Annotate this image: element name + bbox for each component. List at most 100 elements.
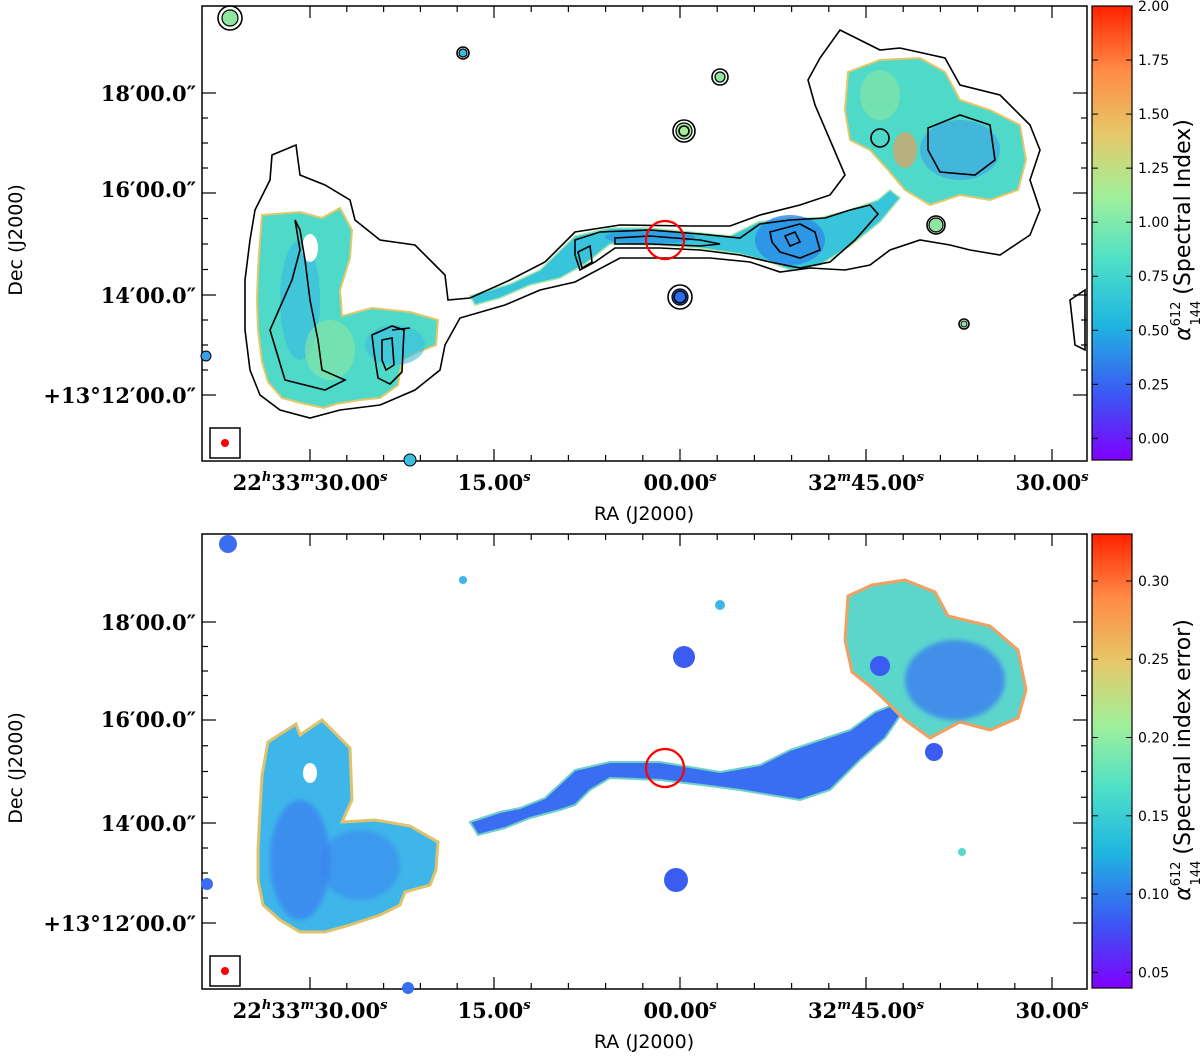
bottom-y-tick-label: 16′00.0″ <box>101 707 196 732</box>
colorbar-tick-label: 1.50 <box>1138 107 1169 123</box>
bottom-west-lobe-hole <box>303 763 317 783</box>
top-compact-source <box>221 9 239 27</box>
bottom-compact-source <box>201 878 213 890</box>
bottom-y-tick-label: 18′00.0″ <box>101 610 196 635</box>
bottom-host-circle <box>644 747 686 789</box>
bottom-compact-source <box>459 576 467 584</box>
top-contour-west-knot-inner <box>381 337 395 372</box>
bottom-x-tick-label: 32m45.00s <box>808 998 925 1023</box>
top-contours <box>217 5 1086 419</box>
colorbar-tick-label: 1.00 <box>1138 215 1169 231</box>
bottom-y-tick-labels: 18′00.0″ 16′00.0″ 14′00.0″ +13°12′00.0″ <box>43 610 196 936</box>
top-colorbar: 0.00 0.25 0.50 0.75 1.00 1.25 1.50 1.75 2.00 α61… <box>1091 0 1200 461</box>
bottom-compact-source <box>673 646 695 668</box>
bottom-beam-box <box>209 955 241 987</box>
top-contour-edge <box>1069 288 1086 352</box>
top-compact-source <box>200 350 212 362</box>
bottom-x-tick-label: 30.00s <box>1015 998 1089 1023</box>
bottom-jet <box>468 704 902 837</box>
bottom-compact-source <box>402 982 414 994</box>
top-contour-source <box>711 68 729 86</box>
colorbar-tick-label: 0.30 <box>1138 574 1169 590</box>
bottom-compact-source <box>958 848 966 856</box>
colorbar-tick-label: 0.50 <box>1138 323 1169 339</box>
top-east-lobe-patch-1 <box>920 120 1000 180</box>
top-compact-source <box>403 453 417 467</box>
top-y-tick-label: +13°12′00.0″ <box>43 383 196 408</box>
top-east-lobe-patch-3 <box>893 132 917 168</box>
colorbar-tick-label: 0.05 <box>1138 965 1169 981</box>
top-contour-source <box>673 290 687 304</box>
top-y-axis-title: Dec (J2000) <box>5 184 27 296</box>
colorbar-tick-label: 0.10 <box>1138 887 1169 903</box>
top-x-tick-labels: 22h33m30.00s 15.00s 00.00s 32m45.00s 30.… <box>233 470 1090 495</box>
bottom-x-tick-label: 15.00s <box>457 998 531 1023</box>
bottom-colorbar-gradient <box>1091 533 1133 989</box>
top-x-axis-title: RA (J2000) <box>594 503 694 525</box>
colorbar-tick-label: 1.25 <box>1138 161 1169 177</box>
top-contour-jet-1 <box>574 204 880 272</box>
top-contour-jet-3 <box>769 223 821 259</box>
bottom-east-lobe-core <box>905 640 1005 720</box>
top-west-lobe-hole <box>302 234 318 262</box>
top-contour-source <box>958 318 970 330</box>
top-contour-jet-5 <box>577 244 593 270</box>
top-compact-source <box>458 48 468 58</box>
top-west-lobe-patch-3 <box>305 320 355 380</box>
top-contour-jet-2 <box>614 235 721 247</box>
top-contour-source <box>672 119 696 143</box>
colorbar-tick-label: 1.75 <box>1138 53 1169 69</box>
bottom-compact-source <box>870 656 890 676</box>
bottom-compact-source <box>664 868 688 892</box>
top-compact-source <box>928 217 944 233</box>
top-colorbar-ticks: 0.00 0.25 0.50 0.75 1.00 1.25 1.50 1.75 2.00 <box>1092 0 1169 447</box>
top-y-tick-label: 18′00.0″ <box>101 81 196 106</box>
bottom-axis-ticks <box>202 534 1087 989</box>
bottom-compact-source <box>219 535 237 553</box>
top-contour-east-inner <box>927 114 996 176</box>
bottom-y-axis-title: Dec (J2000) <box>5 712 27 824</box>
colorbar-tick-label: 0.25 <box>1138 652 1169 668</box>
colorbar-tick-label: 0.15 <box>1138 809 1169 825</box>
top-east-lobe-patch-2 <box>860 70 900 120</box>
bottom-beam-marker <box>221 967 229 975</box>
top-y-tick-labels: 18′00.0″ 16′00.0″ 14′00.0″ +13°12′00.0″ <box>43 81 196 408</box>
top-west-lobe-patch-2 <box>365 325 425 365</box>
top-colorbar-title: α612 144(Spectral Index) <box>1169 119 1200 341</box>
bottom-colorbar: 0.05 0.10 0.15 0.20 0.25 0.30 α612 144(Spectra… <box>1091 533 1200 989</box>
top-contour-west-knot <box>371 325 405 385</box>
top-y-tick-label: 16′00.0″ <box>101 177 196 202</box>
bottom-error-map <box>201 535 1028 994</box>
top-axis-ticks <box>202 6 1087 461</box>
top-contour-source <box>667 284 693 310</box>
top-jet-inner <box>605 230 695 244</box>
top-x-tick-label: 00.00s <box>643 470 717 495</box>
top-host-circle <box>644 219 686 261</box>
top-contour-west-dash <box>391 327 411 331</box>
top-contour-source <box>217 5 243 31</box>
colorbar-tick-label: 0.25 <box>1138 377 1169 393</box>
bottom-x-tick-labels: 22h33m30.00s 15.00s 00.00s 32m45.00s 30.… <box>233 998 1090 1023</box>
top-x-tick-label: 22h33m30.00s <box>233 470 388 495</box>
top-y-tick-label: 14′00.0″ <box>101 283 196 308</box>
top-contour-jet-4 <box>783 230 802 248</box>
top-x-tick-label: 32m45.00s <box>808 470 925 495</box>
top-west-lobe-patch-1 <box>280 240 320 360</box>
colorbar-tick-label: 2.00 <box>1138 0 1169 15</box>
top-contour-source <box>870 128 890 148</box>
bottom-x-axis-title: RA (J2000) <box>594 1031 694 1053</box>
top-colorbar-gradient <box>1091 5 1133 461</box>
bottom-y-tick-label: +13°12′00.0″ <box>43 911 196 936</box>
bottom-west-lobe-core <box>320 830 400 900</box>
top-contour-outer <box>244 28 1041 419</box>
top-x-tick-label: 30.00s <box>1015 470 1089 495</box>
top-beam-box <box>209 427 241 459</box>
top-panel: 22h33m30.00s 15.00s 00.00s 32m45.00s 30.… <box>5 0 1200 525</box>
top-compact-source <box>714 71 726 83</box>
bottom-compact-source <box>925 743 943 761</box>
bottom-panel: 22h33m30.00s 15.00s 00.00s 32m45.00s 30.… <box>5 533 1200 1053</box>
top-contour-source <box>678 125 690 137</box>
bottom-colorbar-ticks: 0.05 0.10 0.15 0.20 0.25 0.30 <box>1092 574 1169 981</box>
colorbar-tick-label: 0.20 <box>1138 731 1169 747</box>
